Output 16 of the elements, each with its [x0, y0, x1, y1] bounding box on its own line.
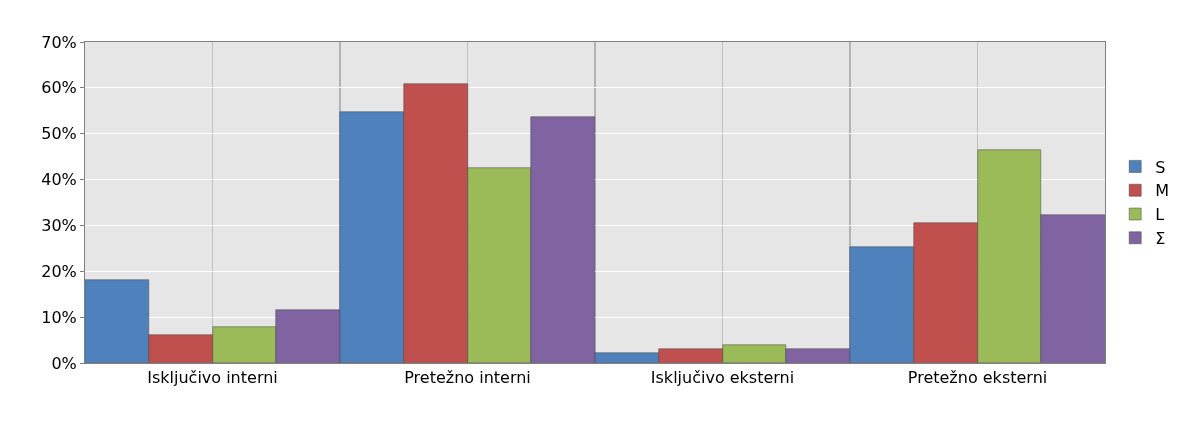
legend-label: M: [1155, 181, 1170, 201]
x-tick-label: Isključivo eksterni: [650, 368, 795, 388]
x-tick-label: Pretežno interni: [404, 368, 531, 388]
y-tick-label: 10%: [41, 307, 77, 327]
legend-label: L: [1155, 205, 1165, 225]
legend-label: S: [1155, 157, 1166, 177]
y-tick-label: 70%: [41, 32, 77, 52]
y-tick-label: 50%: [41, 124, 77, 144]
x-tick-label: Pretežno eksterni: [907, 368, 1048, 388]
y-tick-label: 60%: [41, 78, 77, 98]
y-tick-label: 30%: [41, 216, 77, 236]
legend-label: Σ: [1155, 229, 1166, 249]
y-tick-label: 20%: [41, 261, 77, 281]
x-tick-label: Isključivo interni: [147, 368, 278, 388]
y-tick-label: 0%: [51, 353, 77, 373]
y-tick-label: 40%: [41, 170, 77, 190]
